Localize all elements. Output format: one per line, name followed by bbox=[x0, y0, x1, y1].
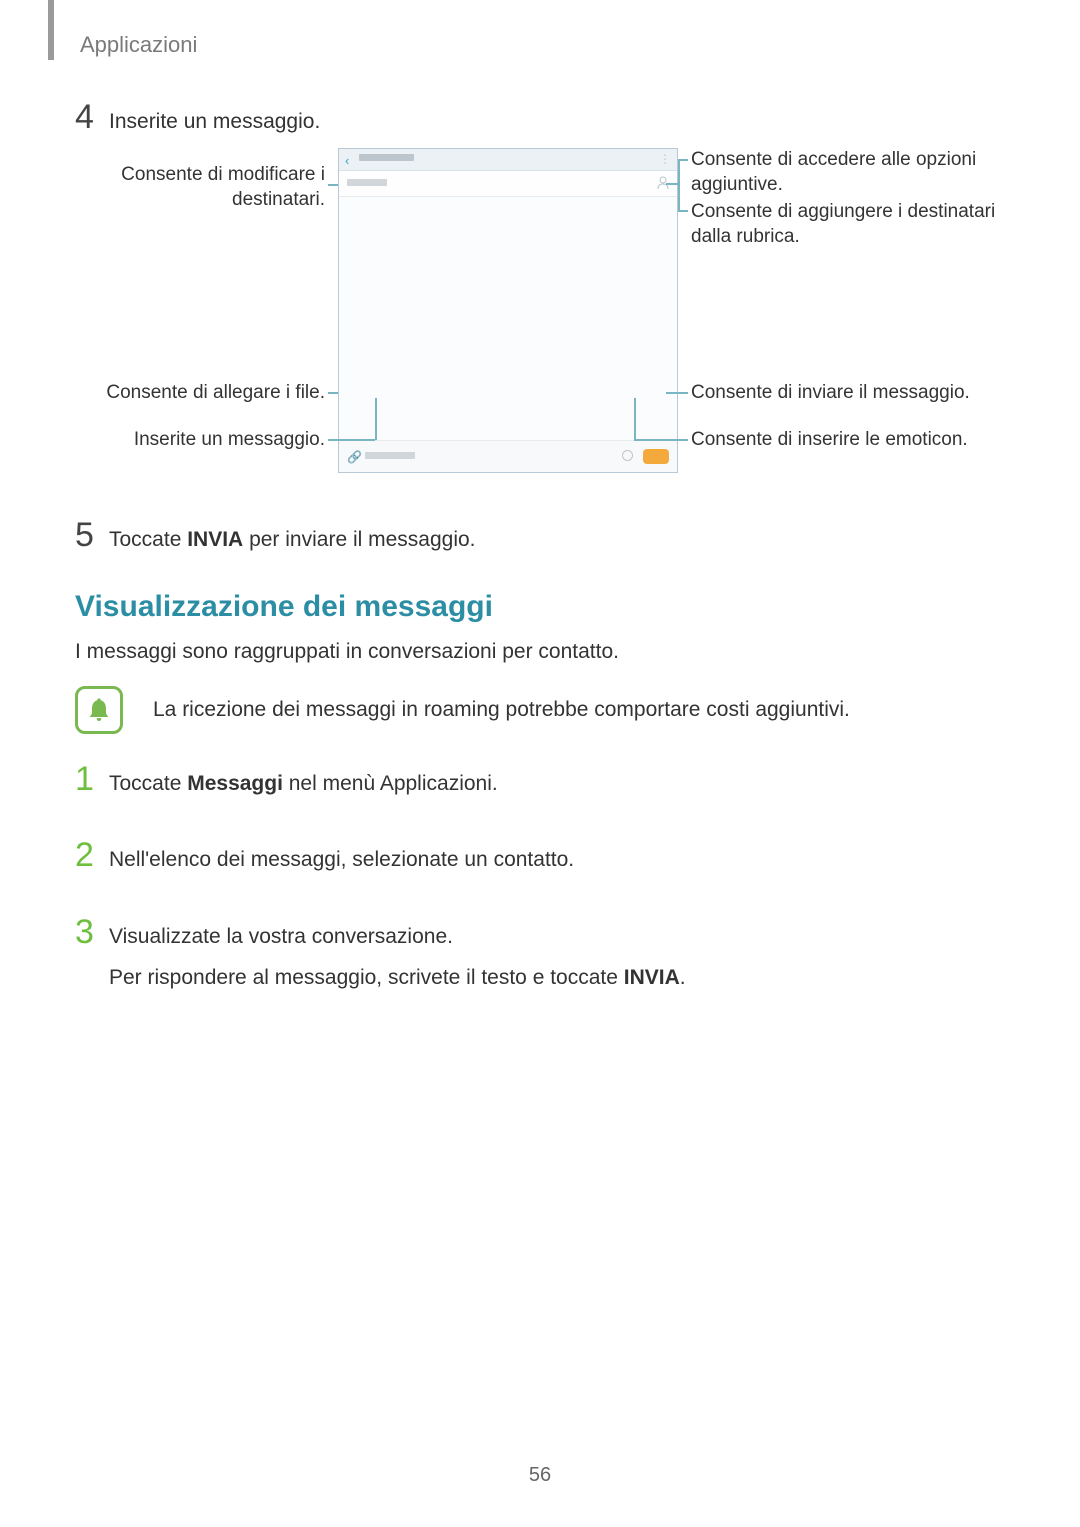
text: Toccate bbox=[109, 528, 187, 551]
callout-insert-emoticon: Consente di inserire le emoticon. bbox=[691, 428, 1001, 453]
steps-list: 1 Toccate Messaggi nel menù Applicazioni… bbox=[75, 762, 1005, 1006]
note-bell-icon bbox=[75, 686, 123, 734]
note-text: La ricezione dei messaggi in roaming pot… bbox=[153, 698, 850, 722]
page-tab-mark bbox=[48, 0, 54, 60]
step-text: Visualizzate la vostra conversazione. Pe… bbox=[109, 915, 686, 994]
callout-send-message: Consente di inviare il messaggio. bbox=[691, 381, 1001, 406]
bold-word: Messaggi bbox=[187, 772, 283, 795]
page-number: 56 bbox=[0, 1464, 1080, 1487]
phone-body bbox=[339, 197, 677, 440]
text: Toccate bbox=[109, 772, 187, 795]
list-step-2: 2 Nell'elenco dei messaggi, selezionate … bbox=[75, 838, 1005, 874]
screen-title-placeholder bbox=[359, 154, 414, 161]
list-step-3: 3 Visualizzate la vostra conversazione. … bbox=[75, 915, 1005, 994]
annotated-figure: ‹ ⋮ 🔗 bbox=[75, 148, 1005, 488]
text: . bbox=[680, 966, 686, 989]
recipient-placeholder bbox=[347, 179, 387, 186]
callout-enter-message: Inserite un messaggio. bbox=[75, 428, 325, 453]
step-4: 4 Inserite un messaggio. bbox=[75, 100, 1005, 136]
line1: Visualizzate la vostra conversazione. bbox=[109, 921, 686, 953]
back-chevron-icon: ‹ bbox=[345, 153, 349, 168]
step-number: 1 bbox=[75, 762, 109, 796]
text: Per rispondere al messaggio, scrivete il… bbox=[109, 966, 624, 989]
callout-line bbox=[634, 439, 688, 441]
recipient-row bbox=[339, 171, 677, 197]
line2: Per rispondere al messaggio, scrivete il… bbox=[109, 962, 686, 994]
bold-word: INVIA bbox=[187, 528, 243, 551]
step-number: 5 bbox=[75, 518, 109, 552]
emoji-icon bbox=[622, 450, 633, 461]
callout-line bbox=[328, 392, 338, 394]
callout-add-recipients: Consente di aggiungere i destinatari dal… bbox=[691, 200, 1001, 249]
phone-topbar: ‹ ⋮ bbox=[339, 149, 677, 171]
callout-more-options: Consente di accedere alle opzioni aggiun… bbox=[691, 148, 1001, 197]
message-input-placeholder bbox=[365, 452, 415, 459]
list-step-1: 1 Toccate Messaggi nel menù Applicazioni… bbox=[75, 762, 1005, 798]
text: per inviare il messaggio. bbox=[243, 528, 475, 551]
callout-line bbox=[634, 398, 636, 440]
section-title: Visualizzazione dei messaggi bbox=[75, 590, 1005, 624]
text: nel menù Applicazioni. bbox=[283, 772, 498, 795]
step-5: 5 Toccate INVIA per inviare il messaggio… bbox=[75, 518, 1005, 554]
callout-line bbox=[375, 398, 377, 440]
callout-line bbox=[666, 392, 678, 394]
callout-line bbox=[328, 184, 338, 186]
attach-icon: 🔗 bbox=[347, 450, 362, 464]
note-block: La ricezione dei messaggi in roaming pot… bbox=[75, 686, 1005, 734]
callout-line bbox=[678, 210, 688, 212]
step-text: Inserite un messaggio. bbox=[109, 101, 320, 136]
callout-line bbox=[328, 439, 375, 441]
more-icon: ⋮ bbox=[659, 152, 671, 166]
callout-line bbox=[666, 183, 678, 185]
bold-word: INVIA bbox=[624, 966, 680, 989]
step-number: 4 bbox=[75, 100, 109, 134]
step-number: 3 bbox=[75, 915, 109, 949]
phone-input-bar: 🔗 bbox=[339, 440, 677, 472]
send-button-icon bbox=[643, 449, 669, 464]
callout-edit-recipients: Consente di modificare i destinatari. bbox=[75, 163, 325, 212]
phone-mockup: ‹ ⋮ 🔗 bbox=[338, 148, 678, 473]
step-text: Toccate INVIA per inviare il messaggio. bbox=[109, 519, 476, 554]
callout-line bbox=[678, 159, 688, 161]
page-header: Applicazioni bbox=[80, 32, 197, 58]
body-paragraph: I messaggi sono raggruppati in conversaz… bbox=[75, 640, 1005, 664]
callout-attach-file: Consente di allegare i file. bbox=[75, 381, 325, 406]
step-text: Toccate Messaggi nel menù Applicazioni. bbox=[109, 763, 498, 798]
step-number: 2 bbox=[75, 838, 109, 872]
callout-line bbox=[678, 159, 680, 211]
callout-line bbox=[678, 392, 688, 394]
step-text: Nell'elenco dei messaggi, selezionate un… bbox=[109, 839, 574, 874]
